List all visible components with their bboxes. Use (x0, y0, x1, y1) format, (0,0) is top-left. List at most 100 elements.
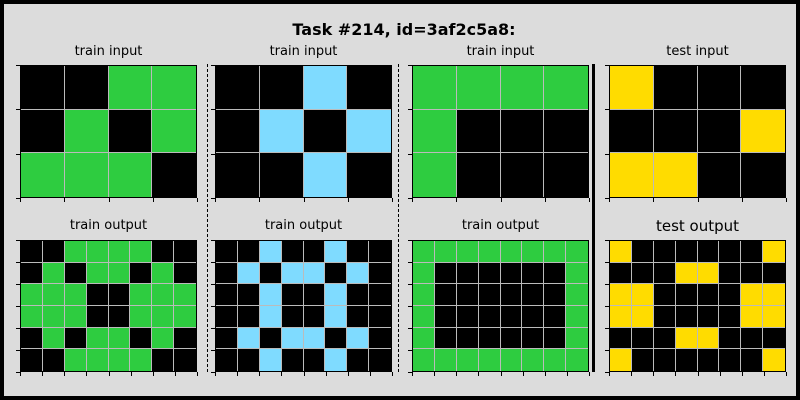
grid-cell (152, 153, 196, 197)
grid-cell (697, 66, 742, 110)
grid-cell (303, 262, 326, 285)
grid-cell (152, 349, 175, 371)
grid-cell (347, 66, 391, 110)
grid-cell (108, 284, 131, 306)
grid-cell (325, 327, 348, 350)
grid-cell (303, 153, 348, 197)
grid-cell (522, 327, 545, 350)
axis-tick (16, 262, 20, 263)
axis-tick (742, 372, 743, 376)
axis-tick (605, 198, 609, 199)
grid-cell (675, 327, 698, 350)
axis-tick (211, 154, 215, 155)
axis-tick (175, 372, 176, 376)
grid-cell (697, 109, 742, 154)
grid-cell (719, 284, 742, 306)
axis-tick (348, 198, 349, 202)
grid-cell (21, 262, 43, 285)
grid-cell (130, 284, 153, 306)
grid-cell (174, 241, 196, 263)
axis-tick (523, 372, 524, 376)
grid-cell (152, 262, 175, 285)
grid-cell (281, 284, 304, 306)
axis-tick (16, 154, 20, 155)
grid-cell (369, 241, 391, 263)
grid-cell (64, 241, 87, 263)
axis-tick (64, 372, 65, 376)
grid-cell (697, 327, 720, 350)
grid-cell (259, 305, 282, 328)
grid-cell (303, 241, 326, 263)
axis-tick (20, 198, 21, 202)
grid-cell (544, 241, 567, 263)
grid-cell (741, 109, 785, 154)
grid-cell (610, 284, 632, 306)
grid-cell (653, 262, 676, 285)
grid-cell (719, 327, 742, 350)
axis-tick (211, 262, 215, 263)
grid-cell (456, 327, 479, 350)
axis-tick (675, 372, 676, 376)
grid-cell (64, 349, 87, 371)
axis-tick (348, 372, 349, 376)
grid-cell (21, 66, 65, 110)
grid-cell (347, 109, 391, 154)
grid-cell (237, 241, 260, 263)
axis-tick (698, 198, 699, 202)
grid-cell (413, 327, 435, 350)
grid-cell (259, 349, 282, 371)
grid-cell (566, 327, 588, 350)
panel-grid (20, 240, 197, 372)
grid-cell (763, 349, 785, 371)
grid-cell (675, 284, 698, 306)
panel-grid (609, 65, 786, 198)
grid-cell (216, 262, 238, 285)
grid-cell (42, 241, 65, 263)
grid-cell (544, 153, 588, 197)
axis-tick (653, 198, 654, 202)
grid-cell (522, 262, 545, 285)
panel-grid (412, 240, 589, 372)
grid-cell (21, 305, 43, 328)
grid-cell (64, 153, 109, 197)
axis-tick (153, 372, 154, 376)
axis-tick (698, 372, 699, 376)
example-separator-line (398, 64, 399, 372)
axis-tick (109, 372, 110, 376)
axis-tick (304, 198, 305, 202)
grid-cell (259, 109, 304, 154)
axis-tick (412, 198, 413, 202)
grid-cell (303, 349, 326, 371)
axis-tick (434, 372, 435, 376)
axis-tick (605, 65, 609, 66)
grid-cell (566, 284, 588, 306)
axis-tick (545, 198, 546, 202)
grid-cell (653, 349, 676, 371)
grid-cell (566, 241, 588, 263)
axis-tick (456, 198, 457, 202)
axis-tick (211, 328, 215, 329)
grid-cell (719, 262, 742, 285)
axis-tick (281, 372, 282, 376)
grid-cell (610, 66, 654, 110)
grid-cell (216, 284, 238, 306)
grid-cell (216, 305, 238, 328)
axis-tick (605, 240, 609, 241)
grid-cell (456, 262, 479, 285)
grid-cell (259, 66, 304, 110)
grid-cell (434, 241, 457, 263)
grid-cell (610, 241, 632, 263)
grid-cell (42, 349, 65, 371)
grid-cell (653, 109, 698, 154)
panel-title: train input (74, 44, 143, 59)
grid-cell (325, 349, 348, 371)
grid-cell (500, 153, 545, 197)
grid-cell (216, 327, 238, 350)
grid-cell (369, 327, 391, 350)
axis-tick (408, 109, 412, 110)
panel-title: train output (69, 218, 148, 233)
grid-cell (86, 241, 109, 263)
grid-cell (64, 109, 109, 154)
axis-tick (589, 198, 590, 202)
grid-cell (544, 66, 588, 110)
